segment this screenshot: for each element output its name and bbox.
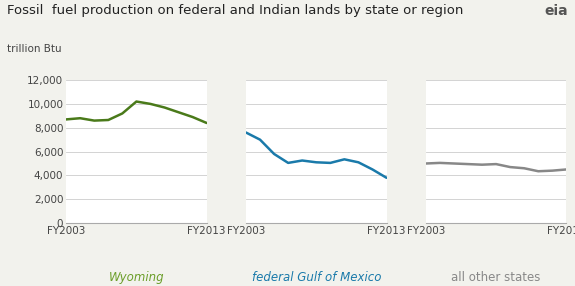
Text: all other states: all other states (451, 271, 541, 284)
Text: Wyoming: Wyoming (109, 271, 164, 284)
Text: Fossil  fuel production on federal and Indian lands by state or region: Fossil fuel production on federal and In… (7, 4, 463, 17)
Text: trillion Btu: trillion Btu (7, 44, 62, 54)
Text: eia: eia (545, 4, 568, 18)
Text: federal Gulf of Mexico: federal Gulf of Mexico (251, 271, 381, 284)
